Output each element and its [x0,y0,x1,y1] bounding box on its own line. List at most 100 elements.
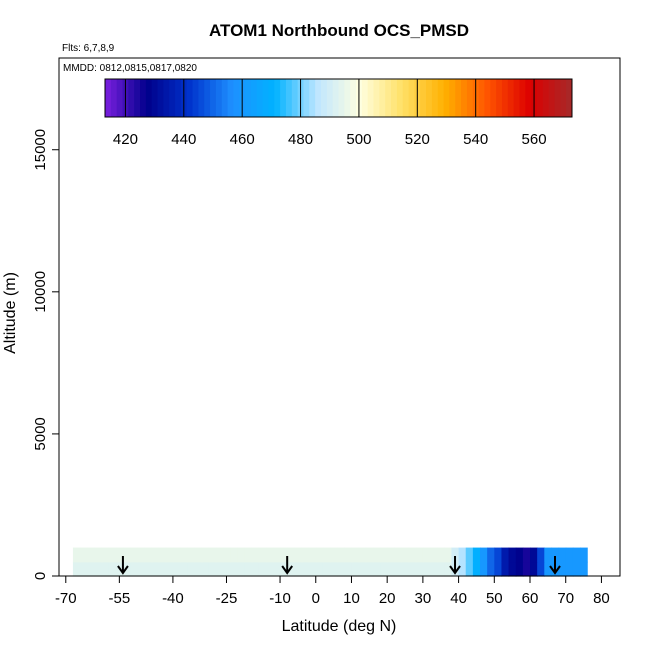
heatmap-cell [515,547,524,563]
colorbar-segment [396,79,404,117]
heatmap-cell [522,547,531,563]
heatmap-cell [508,561,517,577]
heatmap-cell [265,547,274,563]
heatmap-cell [480,561,488,577]
heatmap-cell [530,547,538,563]
heatmap-cell [494,547,503,563]
heatmap-cell [444,547,453,563]
colorbar-segment [262,79,269,117]
colorbar-segment [309,79,316,117]
x-tick-label: 50 [486,590,503,607]
colorbar-segment [496,79,503,117]
heatmap-cell [87,547,95,563]
heatmap-cell [501,547,510,563]
colorbar-segment [268,79,275,117]
heatmap-cell [551,547,560,563]
colorbar-tick-label: 500 [346,131,371,148]
heatmap-cell [465,547,474,563]
heatmap-cell [308,547,317,563]
heatmap-cell [230,547,238,563]
heatmap-cell [422,561,431,577]
heatmap-cell [458,561,467,577]
heatmap-cell [337,547,345,563]
heatmap-cell [201,547,210,563]
heatmap-cell [287,547,295,563]
heatmap-cell [172,547,181,563]
heatmap-cell [351,561,360,577]
y-axis: 0 5000 10000 15000 [32,129,59,580]
heatmap-cell [108,561,117,577]
colorbar-segment [227,79,234,117]
heatmap-cell [472,547,481,563]
heatmap-cell [515,561,524,577]
plot-frame [58,57,621,577]
heatmap-cell [165,547,174,563]
heatmap-cell [322,561,331,577]
heatmap-cell [130,547,138,563]
colorbar-segment [513,79,520,117]
heatmap-cell [201,561,210,577]
heatmap-cell [165,561,174,577]
heatmap-cell [265,561,274,577]
colorbar-segment [478,79,485,117]
y-tick-label: 0 [32,572,49,580]
colorbar-segment [501,79,509,117]
profile-arrows [117,556,561,575]
colorbar-segment [426,79,433,117]
colorbar-segment [110,79,118,117]
colorbar-tick-label: 440 [171,131,196,148]
heatmap-cell [258,547,267,563]
heatmap-cell [72,561,81,577]
profile-arrow-head [117,565,129,575]
heatmap-cell [251,547,260,563]
colorbar-segment [151,79,159,117]
colorbar-segment [221,79,229,117]
heatmap-cell [72,547,81,563]
heatmap-cell [358,547,367,563]
colorbar-segment [554,79,561,117]
heatmap-cell [487,561,495,577]
heatmap-cell [215,561,224,577]
heatmap-cell [401,561,410,577]
heatmap-cell [115,547,124,563]
heatmap-cell [537,547,545,563]
colorbar-segment [210,79,217,117]
heatmap-cell [430,561,438,577]
colorbar-segment [420,79,427,117]
heatmap-cell [580,561,588,577]
x-tick-label: 20 [379,590,396,607]
heatmap-cell [494,561,503,577]
heatmap-cell [187,547,195,563]
heatmap-cell [544,547,553,563]
x-tick-label: 80 [593,590,610,607]
colorbar-segment [192,79,199,117]
colorbar-segment [338,79,345,117]
heatmap-cell [365,547,374,563]
colorbar-segment [285,79,293,117]
heatmap-cell [572,547,581,563]
x-tick-label: -25 [216,590,238,607]
colorbar-segment [461,79,468,117]
colorbar-segment [145,79,153,117]
heatmap-cell [151,547,160,563]
heatmap-cell [180,547,188,563]
y-tick-label: 10000 [32,271,49,313]
x-axis: -70 -55 -40 -25 -10 0 10 20 30 40 50 60 70 80 [55,576,610,607]
heatmap-cell [158,547,167,563]
colorbar-segment [566,79,573,117]
colorbar-segment [303,79,310,117]
heatmap-cell [380,561,388,577]
colorbar-segment [385,79,392,117]
colorbar-segment [484,79,491,117]
colorbar-frame [104,78,573,118]
heatmap-cell [572,561,581,577]
colorbar-segment [105,79,112,117]
x-tick-label: -10 [269,590,291,607]
y-tick-label: 15000 [32,129,49,171]
heatmap-cell [94,561,103,577]
heatmap-cell [137,561,145,577]
heatmap-cell [580,547,588,563]
colorbar-segment [204,79,211,117]
heatmap-cell [237,547,245,563]
heatmap-cell [151,561,160,577]
